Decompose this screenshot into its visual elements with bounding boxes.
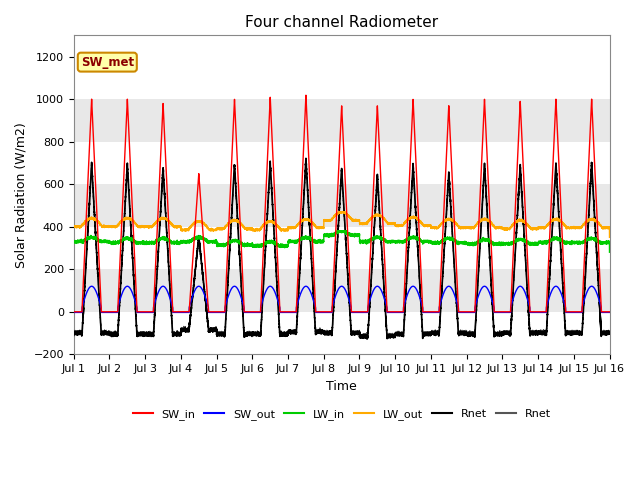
- SW_out: [605, 310, 612, 315]
- Y-axis label: Solar Radiation (W/m2): Solar Radiation (W/m2): [15, 122, 28, 268]
- Line: LW_in: LW_in: [74, 231, 609, 252]
- Rnet: [536, 329, 543, 335]
- Line: Rnet: Rnet: [74, 160, 609, 339]
- LW_out: [536, 225, 543, 231]
- LW_in: [605, 249, 613, 255]
- LW_out: [70, 224, 77, 229]
- Rnet: [598, 330, 606, 336]
- Bar: [74, 312, 609, 354]
- SW_out: [598, 310, 606, 315]
- SW_in: [302, 92, 310, 98]
- SW_out: [88, 283, 95, 289]
- Title: Four channel Radiometer: Four channel Radiometer: [245, 15, 438, 30]
- LW_in: [598, 240, 606, 245]
- Rnet: [605, 327, 612, 333]
- SW_in: [605, 309, 613, 315]
- SW_in: [598, 309, 606, 315]
- SW_out: [311, 302, 319, 308]
- Bar: [74, 227, 609, 269]
- Rnet: [363, 336, 371, 342]
- Rnet: [70, 330, 77, 336]
- Bar: [74, 142, 609, 184]
- Bar: [74, 57, 609, 99]
- SW_out: [412, 285, 420, 291]
- Line: SW_out: SW_out: [74, 286, 609, 312]
- Rnet: [302, 157, 310, 163]
- LW_in: [412, 237, 420, 242]
- Bar: [74, 184, 609, 227]
- Rnet: [605, 330, 613, 336]
- Rnet: [550, 195, 558, 201]
- Rnet: [605, 328, 612, 334]
- Line: Rnet: Rnet: [74, 158, 609, 339]
- LW_in: [311, 239, 319, 245]
- Rnet: [536, 329, 543, 335]
- LW_in: [605, 240, 612, 246]
- LW_in: [550, 236, 558, 241]
- SW_in: [605, 309, 612, 315]
- LW_out: [605, 234, 613, 240]
- SW_out: [536, 310, 543, 315]
- SW_in: [412, 154, 420, 160]
- Legend: SW_in, SW_out, LW_in, LW_out, Rnet, Rnet: SW_in, SW_out, LW_in, LW_out, Rnet, Rnet: [128, 405, 556, 424]
- SW_out: [550, 284, 558, 290]
- LW_out: [605, 225, 612, 231]
- LW_in: [333, 228, 341, 234]
- Rnet: [302, 156, 310, 161]
- Rnet: [598, 330, 606, 336]
- Rnet: [311, 315, 319, 321]
- LW_out: [311, 223, 319, 228]
- SW_in: [311, 289, 319, 295]
- SW_in: [536, 309, 543, 315]
- Rnet: [412, 211, 420, 216]
- Rnet: [412, 209, 420, 215]
- SW_out: [605, 310, 613, 315]
- Rnet: [605, 330, 613, 336]
- Bar: [74, 269, 609, 312]
- LW_out: [598, 224, 606, 230]
- Line: SW_in: SW_in: [74, 95, 609, 312]
- Rnet: [70, 331, 77, 336]
- X-axis label: Time: Time: [326, 380, 357, 393]
- LW_in: [70, 239, 77, 244]
- Rnet: [550, 192, 558, 197]
- LW_out: [335, 209, 342, 215]
- LW_out: [550, 216, 558, 222]
- Line: LW_out: LW_out: [74, 212, 609, 237]
- Rnet: [311, 316, 319, 322]
- SW_in: [550, 134, 558, 140]
- LW_out: [412, 215, 420, 221]
- Text: SW_met: SW_met: [81, 56, 134, 69]
- LW_in: [536, 239, 543, 244]
- SW_out: [70, 310, 77, 315]
- Bar: [74, 99, 609, 142]
- SW_in: [70, 309, 77, 315]
- Rnet: [364, 336, 371, 342]
